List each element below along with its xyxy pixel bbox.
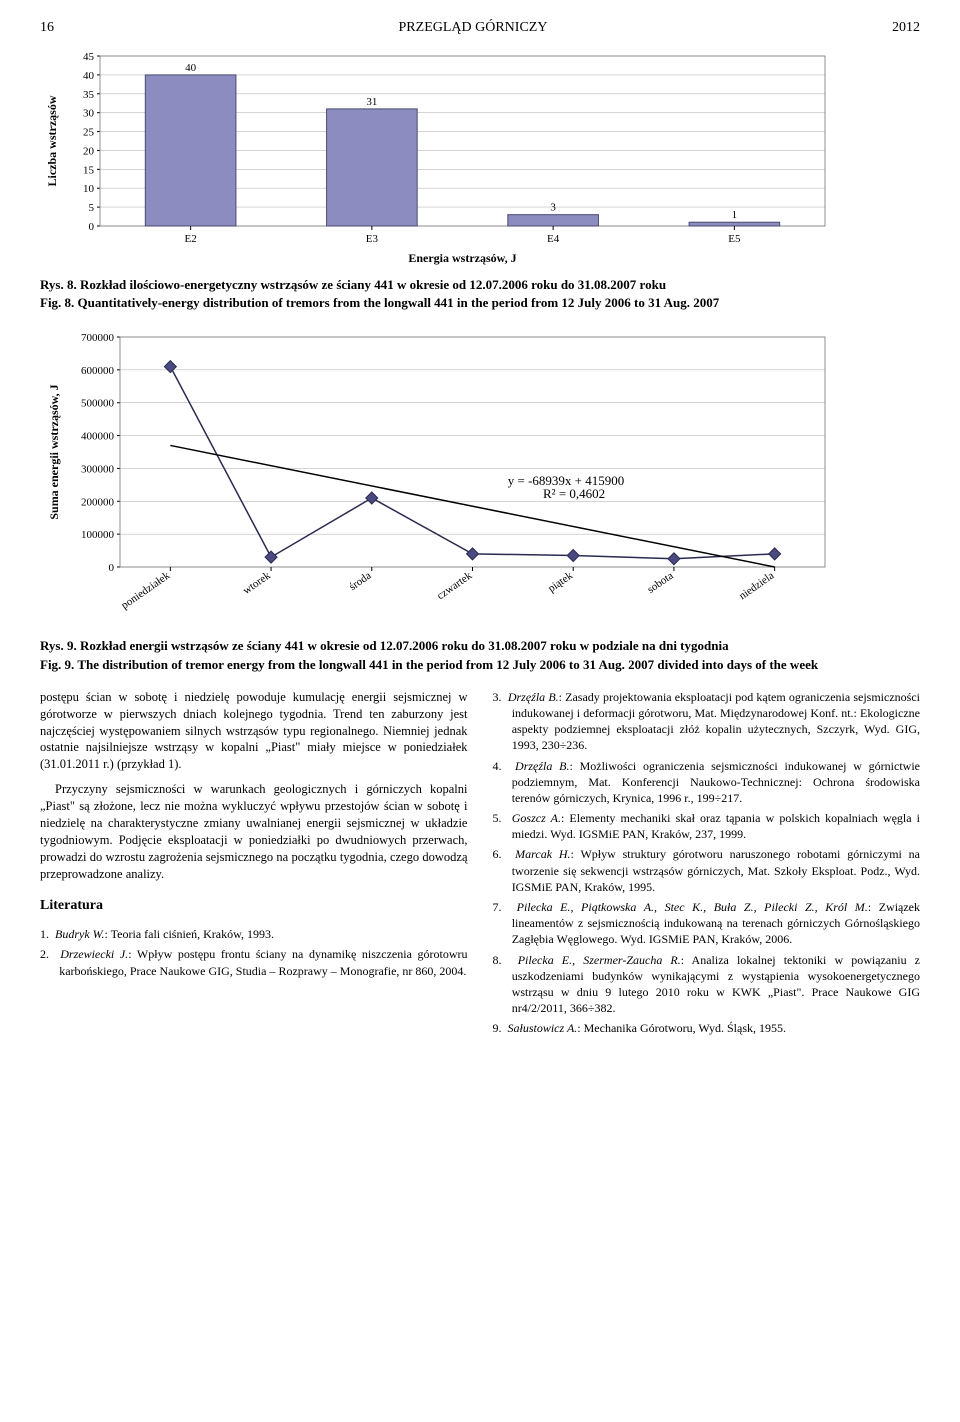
svg-text:400000: 400000 — [81, 431, 115, 443]
svg-text:środa: środa — [347, 570, 373, 594]
svg-text:Energia wstrząsów, J: Energia wstrząsów, J — [408, 251, 516, 265]
body-p2: Przyczyny sejsmiczności w warunkach geol… — [40, 781, 468, 882]
chart2-caption: Rys. 9. Rozkład energii wstrząsów ze ści… — [40, 637, 920, 673]
chart2-caption-en: Fig. 9. The distribution of tremor energ… — [40, 657, 818, 672]
svg-text:31: 31 — [366, 96, 377, 108]
chart1-svg: 0 5 10 15 20 25 30 35 40 45 40 E2 31 E3 3 E4 1 E5 Liczba w… — [40, 46, 840, 266]
chart1-caption-en: Fig. 8. Quantitatively-energy distributi… — [40, 295, 719, 310]
svg-text:1: 1 — [732, 209, 738, 221]
svg-text:45: 45 — [83, 51, 95, 63]
refs-right: 3. Drzęźla B.: Zasady projektowania eksp… — [493, 689, 921, 1037]
chart2-container: 0 100000 200000 300000 400000 500000 600000 700… — [40, 327, 920, 627]
svg-text:Liczba wstrząsów: Liczba wstrząsów — [45, 95, 59, 186]
right-column: 3. Drzęźla B.: Zasady projektowania eksp… — [493, 689, 921, 1041]
svg-text:25: 25 — [83, 127, 95, 139]
chart1-caption: Rys. 8. Rozkład ilościowo-energetyczny w… — [40, 276, 920, 312]
journal-title: PRZEGLĄD GÓRNICZY — [399, 20, 548, 36]
svg-text:R² = 0,4602: R² = 0,4602 — [543, 486, 605, 501]
reference-item: 9. Sałustowicz A.: Mechanika Górotworu, … — [493, 1020, 921, 1036]
svg-text:200000: 200000 — [81, 497, 115, 509]
reference-item: 6. Marcak H.: Wpływ struktury górotworu … — [493, 846, 921, 895]
reference-item: 2. Drzewiecki J.: Wpływ postępu frontu ś… — [40, 946, 468, 978]
svg-text:20: 20 — [83, 145, 95, 157]
svg-text:700000: 700000 — [81, 332, 115, 344]
svg-text:10: 10 — [83, 183, 95, 195]
svg-text:40: 40 — [185, 62, 197, 74]
svg-text:niedziela: niedziela — [737, 570, 776, 603]
svg-text:piątek: piątek — [546, 570, 575, 596]
svg-text:sobota: sobota — [645, 570, 676, 596]
svg-text:poniedziałek: poniedziałek — [119, 570, 172, 612]
literature-heading: Literatura — [40, 897, 468, 916]
chart1-caption-pl: Rys. 8. Rozkład ilościowo-energetyczny w… — [40, 277, 666, 292]
svg-text:100000: 100000 — [81, 530, 115, 542]
reference-item: 5. Goszcz A.: Elementy mechaniki skał or… — [493, 810, 921, 842]
svg-text:3: 3 — [550, 202, 556, 214]
reference-item: 7. Pilecka E., Piątkowska A., Stec K., B… — [493, 899, 921, 948]
svg-text:E4: E4 — [547, 233, 560, 245]
svg-text:15: 15 — [83, 164, 95, 176]
svg-text:E5: E5 — [728, 233, 741, 245]
svg-text:Suma energii wstrząsów, J: Suma energii wstrząsów, J — [47, 385, 61, 520]
body-p1: postępu ścian w sobotę i niedzielę powod… — [40, 689, 468, 773]
chart1-container: 0 5 10 15 20 25 30 35 40 45 40 E2 31 E3 3 E4 1 E5 Liczba w… — [40, 46, 920, 266]
svg-text:E3: E3 — [366, 233, 379, 245]
chart2-caption-pl: Rys. 9. Rozkład energii wstrząsów ze ści… — [40, 638, 729, 653]
svg-text:40: 40 — [83, 70, 95, 82]
year: 2012 — [892, 20, 920, 36]
page-number: 16 — [40, 20, 54, 36]
svg-text:5: 5 — [89, 202, 95, 214]
svg-text:300000: 300000 — [81, 464, 115, 476]
body-columns: postępu ścian w sobotę i niedzielę powod… — [40, 689, 920, 1041]
reference-item: 4. Drzęźla B.: Możliwości ograniczenia s… — [493, 758, 921, 807]
reference-item: 1. Budryk W.: Teoria fali ciśnień, Krakó… — [40, 926, 468, 942]
svg-text:35: 35 — [83, 89, 95, 101]
svg-text:600000: 600000 — [81, 365, 115, 377]
reference-item: 3. Drzęźla B.: Zasady projektowania eksp… — [493, 689, 921, 754]
svg-text:30: 30 — [83, 108, 95, 120]
svg-text:E2: E2 — [185, 233, 197, 245]
svg-text:0: 0 — [109, 562, 115, 574]
refs-left: 1. Budryk W.: Teoria fali ciśnień, Krakó… — [40, 926, 468, 979]
chart2-svg: 0 100000 200000 300000 400000 500000 600000 700… — [40, 327, 840, 627]
page-header: 16 PRZEGLĄD GÓRNICZY 2012 — [40, 20, 920, 36]
svg-text:0: 0 — [89, 221, 95, 233]
reference-item: 8. Pilecka E., Szermer-Zaucha R.: Analiz… — [493, 952, 921, 1017]
svg-text:czwartek: czwartek — [435, 570, 475, 603]
svg-text:500000: 500000 — [81, 398, 115, 410]
svg-text:wtorek: wtorek — [241, 570, 273, 598]
left-column: postępu ścian w sobotę i niedzielę powod… — [40, 689, 468, 1041]
